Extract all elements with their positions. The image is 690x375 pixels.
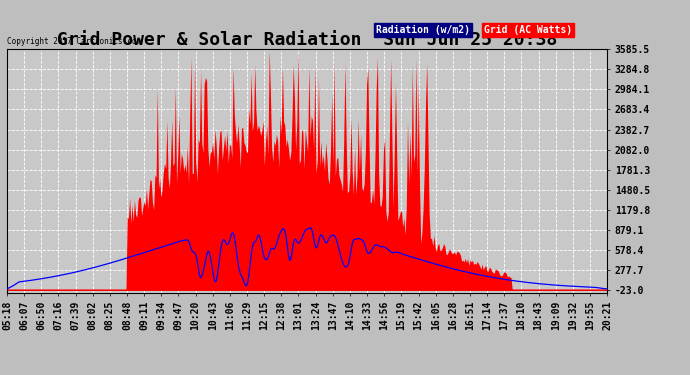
Title: Grid Power & Solar Radiation  Sun Jun 25 20:38: Grid Power & Solar Radiation Sun Jun 25 … (57, 31, 558, 49)
Text: Grid (AC Watts): Grid (AC Watts) (484, 25, 572, 35)
Text: Radiation (w/m2): Radiation (w/m2) (376, 25, 470, 35)
Text: Copyright 2017 Cartronics.com: Copyright 2017 Cartronics.com (7, 38, 141, 46)
